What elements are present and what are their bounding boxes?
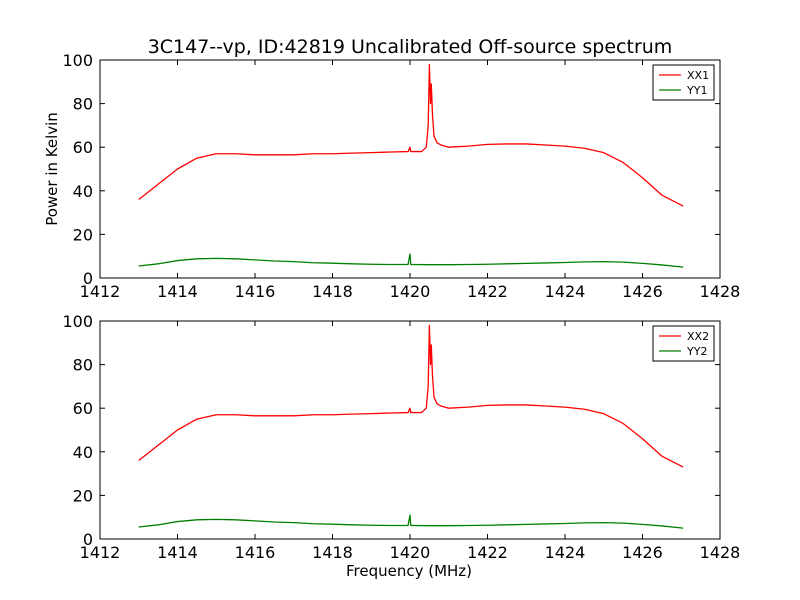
x-tick-label: 1428	[700, 543, 741, 562]
x-tick-label: 1426	[622, 543, 663, 562]
x-tick-label: 1412	[80, 282, 121, 301]
series-line-yy1	[138, 253, 684, 268]
y-tick-label: 20	[73, 225, 93, 244]
y-tick-label: 0	[83, 269, 93, 288]
y-tick-label: 20	[73, 486, 93, 505]
series-line-yy2	[138, 514, 684, 529]
legend-label-xx1: XX1	[687, 69, 709, 82]
x-tick-label: 1424	[545, 543, 586, 562]
y-tick-label: 60	[73, 399, 93, 418]
legend-label-xx2: XX2	[687, 330, 709, 343]
series-line-xx1	[138, 63, 684, 207]
plot-frame	[99, 320, 721, 540]
x-axis-label: Frequency (MHz)	[346, 562, 472, 580]
x-tick-label: 1420	[390, 282, 431, 301]
x-tick-label: 1426	[622, 282, 663, 301]
x-tick-label: 1414	[157, 282, 198, 301]
x-tick-label: 1416	[235, 543, 276, 562]
x-tick-label: 1422	[467, 282, 508, 301]
y-axis-label: Power in Kelvin	[43, 112, 61, 226]
x-tick-label: 1416	[235, 282, 276, 301]
x-tick-label: 1418	[312, 543, 353, 562]
legend-box	[652, 325, 715, 362]
x-tick-label: 1420	[390, 543, 431, 562]
x-tick-label: 1424	[545, 282, 586, 301]
legend-box	[652, 64, 715, 101]
plot-frame	[99, 59, 721, 279]
y-tick-label: 80	[73, 356, 93, 375]
chart-title: 3C147--vp, ID:42819 Uncalibrated Off-sou…	[148, 36, 673, 58]
y-tick-label: 100	[62, 312, 93, 331]
series-line-xx2	[138, 324, 684, 468]
y-tick-label: 0	[83, 530, 93, 549]
y-tick-label: 100	[62, 51, 93, 70]
y-tick-label: 40	[73, 182, 93, 201]
bottom-panel: 1412 1414 1416 1418 1420 1422 1424 1426 1428 0 20 4…	[62, 312, 740, 580]
x-tick-label: 1422	[467, 543, 508, 562]
x-tick-label: 1428	[700, 282, 741, 301]
y-tick-label: 60	[73, 138, 93, 157]
legend-label-yy1: YY1	[686, 84, 707, 97]
y-tick-label: 40	[73, 443, 93, 462]
y-tick-label: 80	[73, 95, 93, 114]
x-tick-label: 1414	[157, 543, 198, 562]
legend-label-yy2: YY2	[686, 345, 707, 358]
top-panel: 1412 1414 1416 1418 1420 1422 1424 1426 1428 0 20 4…	[43, 51, 740, 301]
x-tick-label: 1418	[312, 282, 353, 301]
x-tick-label: 1412	[80, 543, 121, 562]
